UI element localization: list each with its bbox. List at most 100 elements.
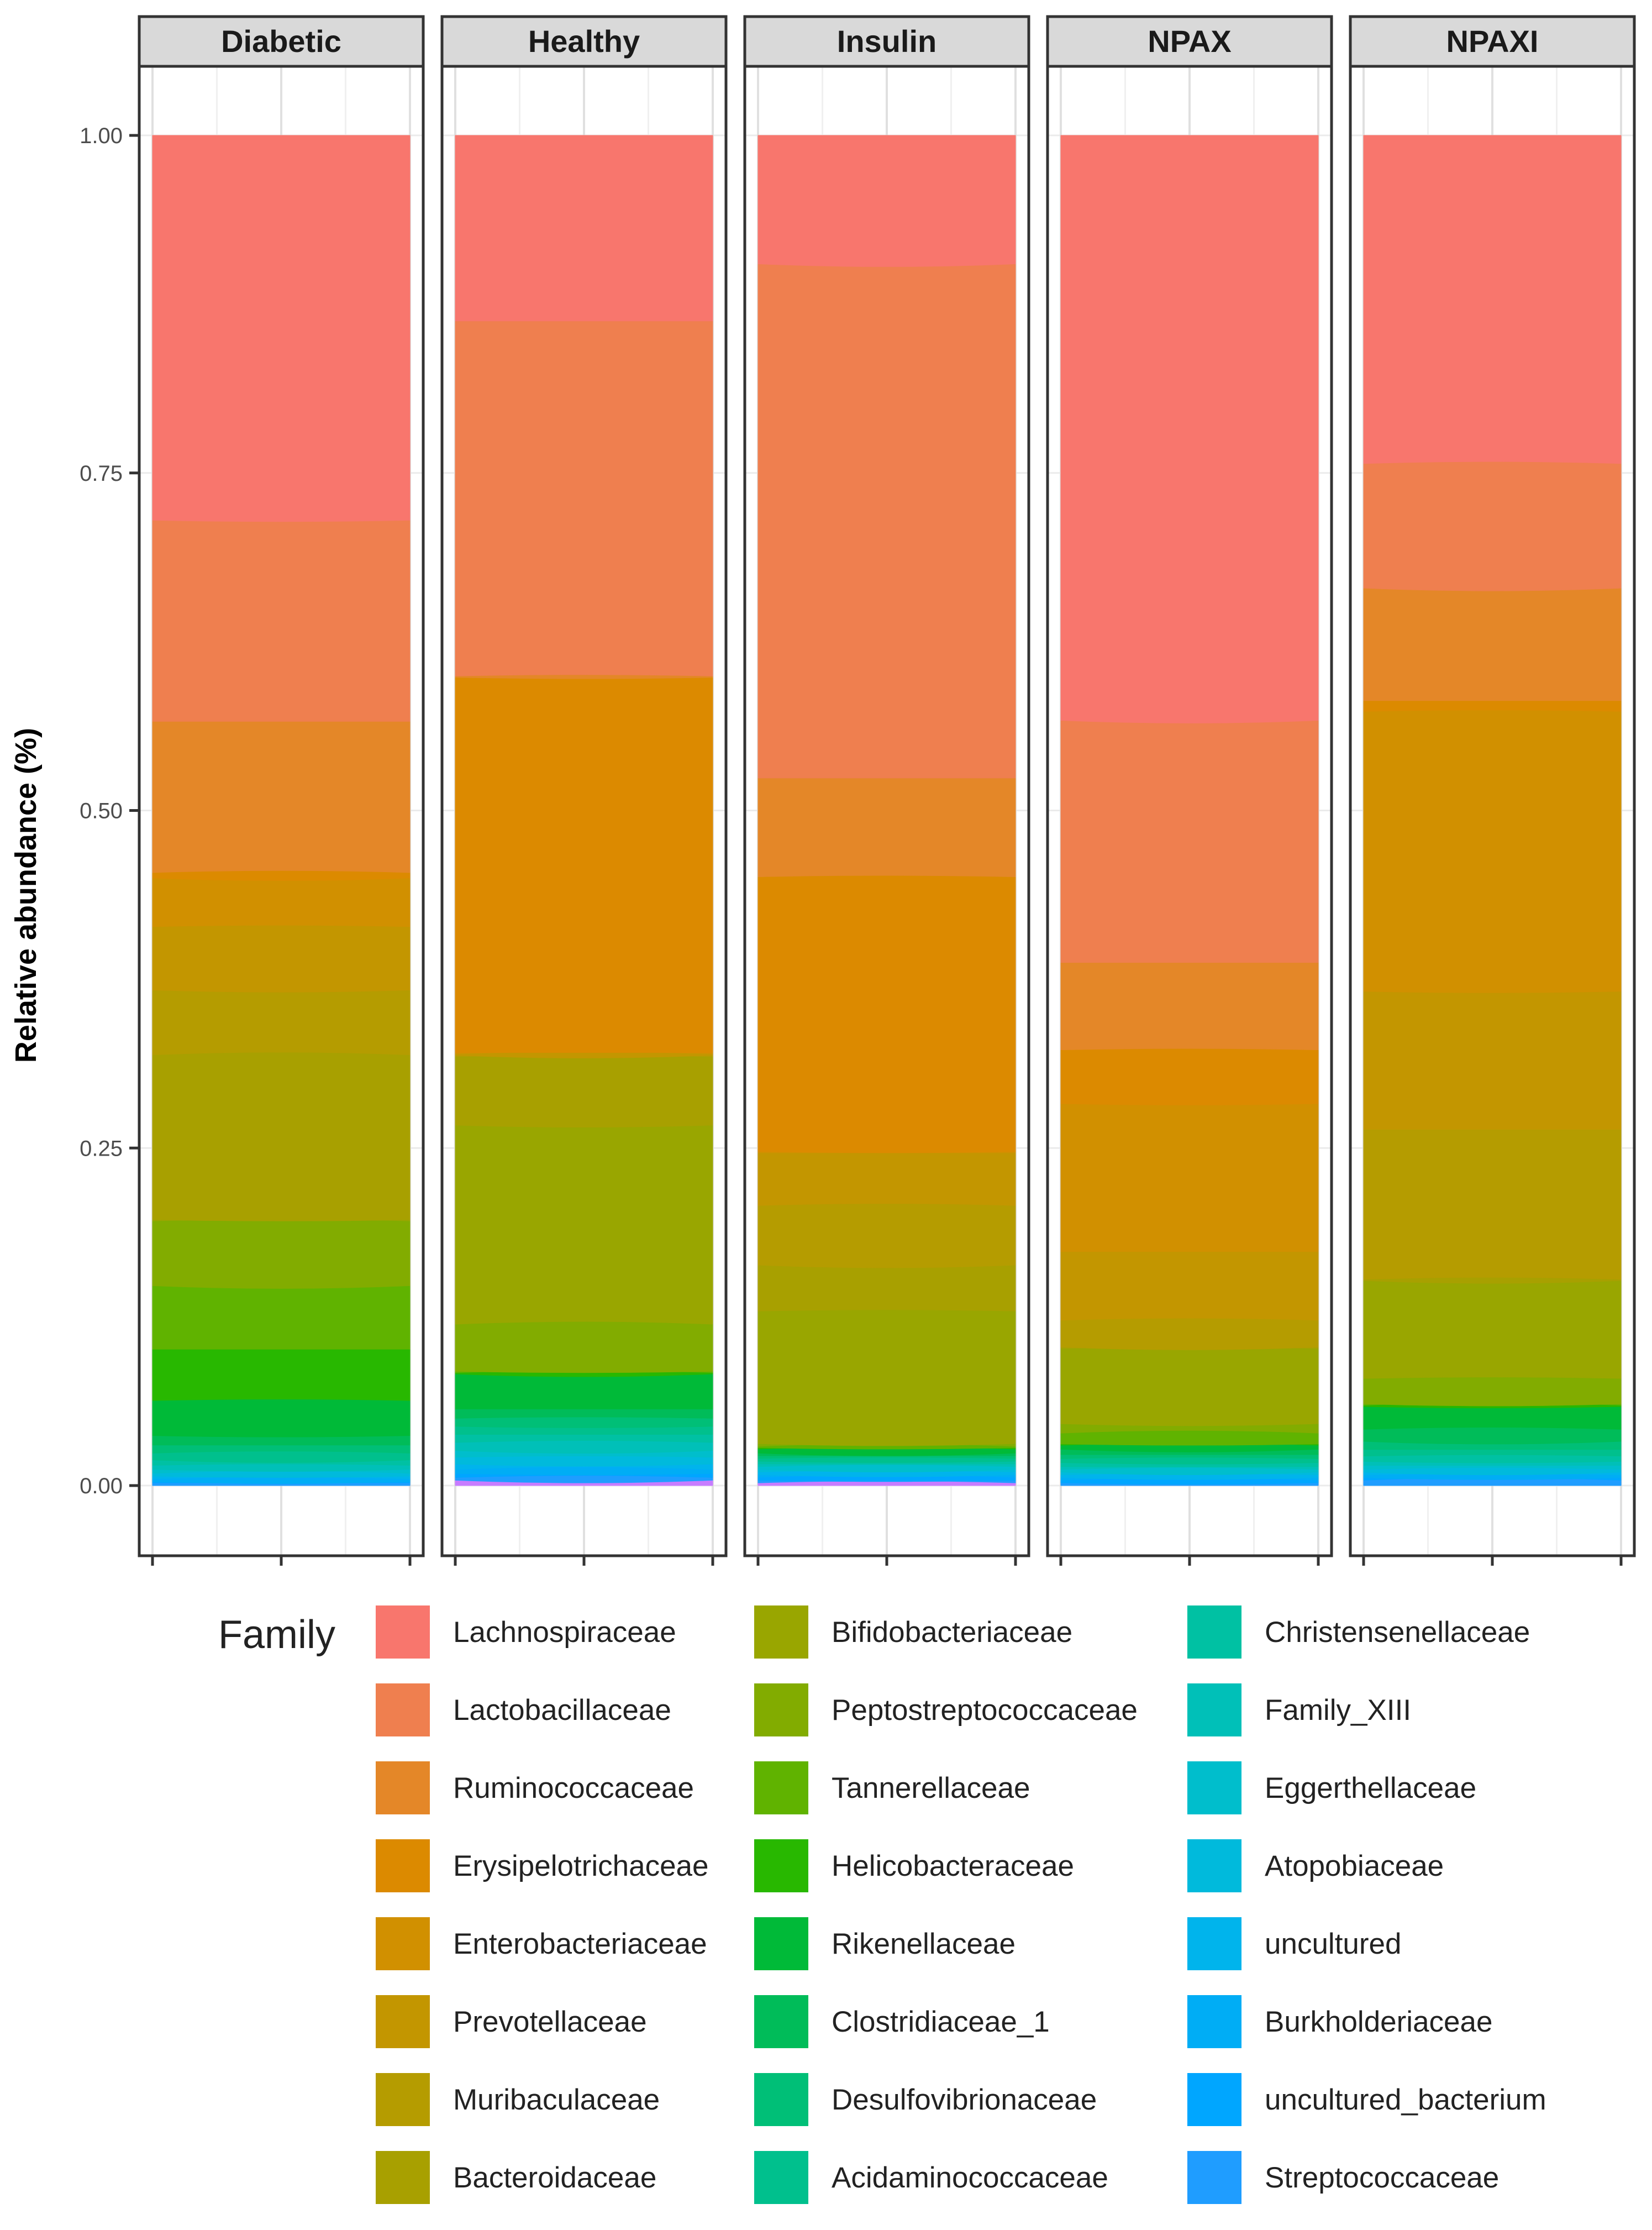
area-rikenellaceae <box>455 1373 713 1409</box>
facet-strip-label: Healthy <box>528 24 640 59</box>
area-desulfovibrionaceae <box>455 1416 713 1428</box>
legend-item-uncultured-bacterium: uncultured_bacterium <box>1187 2073 1546 2126</box>
legend-label: Burkholderiaceae <box>1265 2006 1492 2038</box>
y-tick-label: 1.00 <box>80 124 123 148</box>
legend-label: Bifidobacteriaceae <box>832 1616 1072 1649</box>
legend-item-streptococcaceae: Streptococcaceae <box>1187 2151 1499 2204</box>
area-bifidobacteriaceae <box>1363 1280 1622 1379</box>
area-enterobacteriaceae <box>1060 1103 1319 1252</box>
area-clostridiaceae-1 <box>1363 1427 1622 1445</box>
legend-label: Enterobacteriaceae <box>453 1928 707 1960</box>
legend-swatch <box>754 1683 808 1736</box>
legend-label: Family_XIII <box>1265 1694 1411 1727</box>
area-muribaculaceae <box>1363 1129 1622 1280</box>
area-lachnospiraceae <box>152 135 411 522</box>
legend-item-atopobiaceae: Atopobiaceae <box>1187 1839 1444 1892</box>
area-acidaminococcaceae <box>1060 1457 1319 1465</box>
area-ruminococcaceae <box>152 721 411 873</box>
area-muribaculaceae <box>757 1203 1016 1268</box>
legend-item-helicobacteraceae: Helicobacteraceae <box>754 1839 1074 1892</box>
legend-item-lachnospiraceae: Lachnospiraceae <box>376 1605 676 1659</box>
legend-label: Erysipelotrichaceae <box>453 1850 709 1882</box>
stacked-areas <box>757 135 1016 1486</box>
area-erysipelotrichaceae <box>1060 1048 1319 1105</box>
legend-swatch <box>376 1605 430 1659</box>
area-bifidobacteriaceae <box>757 1309 1016 1446</box>
legend-item-clostridiaceae-1: Clostridiaceae_1 <box>754 1995 1050 2048</box>
area-erysipelotrichaceae <box>1363 700 1622 712</box>
y-axis-label: Relative abundance (%) <box>9 728 43 1063</box>
area-prevotellaceae <box>152 925 411 993</box>
legend-label: Peptostreptococcaceae <box>832 1694 1138 1727</box>
legend-swatch <box>1187 1839 1241 1892</box>
legend-swatch <box>754 1761 808 1814</box>
area-clostridiaceae-1 <box>455 1408 713 1419</box>
area-bacteroidaceae <box>152 1052 411 1221</box>
facet-strip-label: NPAX <box>1148 24 1231 59</box>
area-erysipelotrichaceae <box>757 875 1016 1153</box>
facet-strip <box>743 15 1030 68</box>
legend-item-burkholderiaceae: Burkholderiaceae <box>1187 1995 1492 2048</box>
legend-item-rikenellaceae: Rikenellaceae <box>754 1917 1016 1970</box>
area-enterobacteriaceae <box>152 878 411 927</box>
legend-label: Rikenellaceae <box>832 1928 1016 1960</box>
legend-swatch <box>754 1995 808 2048</box>
legend-swatch <box>376 1683 430 1736</box>
legend-label: Eggerthellaceae <box>1265 1772 1476 1804</box>
area-lactobacillaceae <box>1363 461 1622 591</box>
area-rikenellaceae <box>1363 1406 1622 1430</box>
facet-strip <box>138 15 425 68</box>
area-family-xiii <box>152 1463 411 1472</box>
stacked-areas <box>152 135 411 1486</box>
y-tick-label: 0.25 <box>80 1136 123 1161</box>
legend-item-ruminococcaceae: Ruminococcaceae <box>376 1761 694 1814</box>
area-family-xiii <box>455 1440 713 1454</box>
area-erysipelotrichaceae <box>152 870 411 881</box>
legend-label: Acidaminococcaceae <box>832 2161 1108 2194</box>
legend-label: Bacteroidaceae <box>453 2161 656 2194</box>
legend-swatch <box>376 1761 430 1814</box>
y-tick-label: 0.00 <box>80 1474 123 1498</box>
legend-swatch <box>1187 1917 1241 1970</box>
y-tick-label: 0.75 <box>80 461 123 486</box>
facet-panel-npaxi: NPAXI <box>1349 15 1636 1566</box>
legend: Family Lachnospiraceae Lactobacillaceae Ru… <box>218 1605 1546 2204</box>
area-lactobacillaceae <box>1060 720 1319 963</box>
legend-item-uncultured: uncultured <box>1187 1917 1402 1970</box>
area-atopobiaceae <box>455 1455 713 1467</box>
facet-panel-diabetic: Diabetic <box>138 15 425 1566</box>
legend-item-enterobacteriaceae: Enterobacteriaceae <box>376 1917 707 1970</box>
legend-label: Prevotellaceae <box>453 2006 647 2038</box>
area-bifidobacteriaceae <box>1060 1346 1319 1426</box>
area-bacteroidaceae <box>757 1264 1016 1311</box>
legend-item-eggerthellaceae: Eggerthellaceae <box>1187 1761 1476 1814</box>
area-christensenellaceae <box>1363 1454 1622 1463</box>
legend-swatch <box>376 1917 430 1970</box>
area-helicobacteraceae <box>152 1349 411 1401</box>
area-ruminococcaceae <box>1363 587 1622 701</box>
y-axis: 0.00 0.25 0.50 0.75 1.00 <box>80 124 139 1498</box>
legend-item-lactobacillaceae: Lactobacillaceae <box>376 1683 671 1736</box>
y-tick-label: 0.50 <box>80 799 123 823</box>
area-muribaculaceae <box>1060 1318 1319 1350</box>
stacked-areas <box>1060 135 1319 1486</box>
legend-label: Clostridiaceae_1 <box>832 2006 1050 2038</box>
legend-item-bifidobacteriaceae: Bifidobacteriaceae <box>754 1605 1072 1659</box>
area-prevotellaceae <box>757 1152 1016 1206</box>
area-tannerellaceae <box>152 1285 411 1350</box>
area-prevotellaceae <box>1060 1251 1319 1321</box>
area-lachnospiraceae <box>1363 135 1622 464</box>
legend-item-muribaculaceae: Muribaculaceae <box>376 2073 660 2126</box>
legend-swatch <box>376 2151 430 2204</box>
legend-swatch <box>754 1917 808 1970</box>
area-erysipelotrichaceae <box>455 677 713 1053</box>
legend-swatch <box>376 2073 430 2126</box>
legend-label: Helicobacteraceae <box>832 1850 1074 1882</box>
area-rikenellaceae <box>152 1399 411 1437</box>
area-lactobacillaceae <box>455 321 713 676</box>
area-muribaculaceae <box>152 989 411 1056</box>
area-lachnospiraceae <box>1060 135 1319 723</box>
facet-strip-label: Diabetic <box>221 24 341 59</box>
